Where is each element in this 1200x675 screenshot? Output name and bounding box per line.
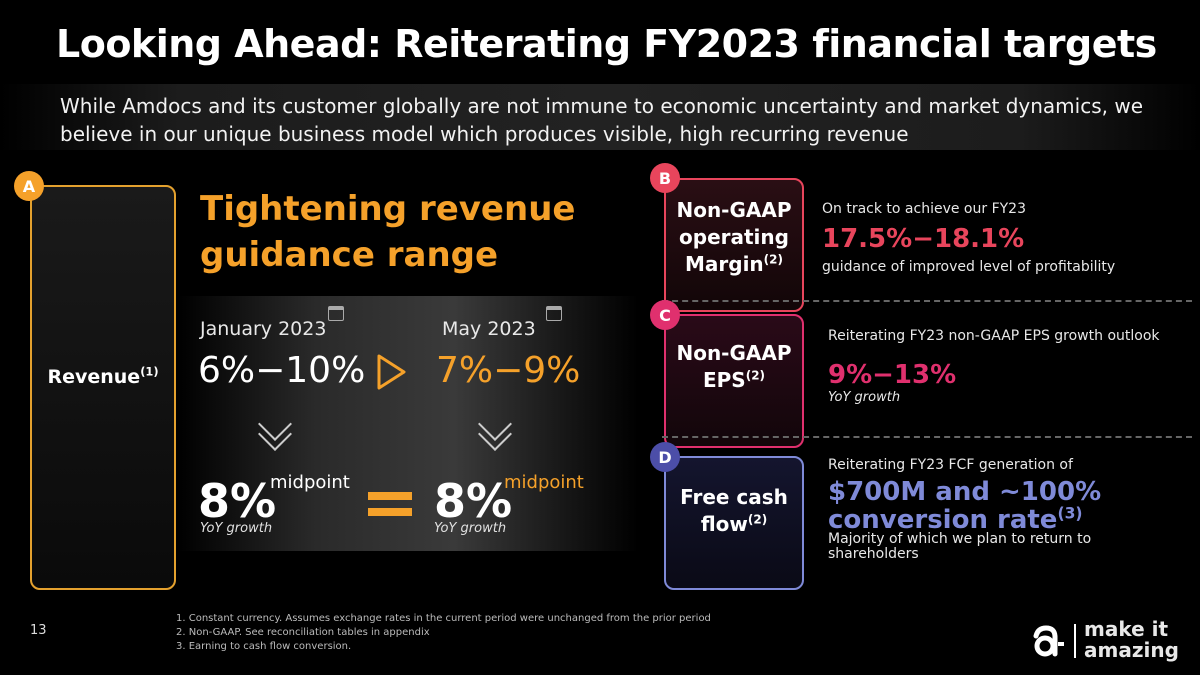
margin-description-bottom: guidance of improved level of profitabil…	[822, 259, 1116, 275]
section-badge-a: A	[14, 171, 44, 201]
footnote-2: 2. Non-GAAP. See reconciliation tables i…	[176, 627, 430, 638]
logo-divider	[1074, 624, 1076, 658]
eps-description: Reiterating FY23 non-GAAP EPS growth out…	[828, 328, 1160, 344]
equals-icon	[368, 490, 412, 520]
free-cash-flow-label: Free cash flow(2)	[680, 485, 788, 536]
amdocs-logo-icon	[1033, 625, 1064, 657]
may-range: 7%−9%	[436, 350, 581, 391]
free-cash-flow-tile	[664, 456, 804, 590]
eps-yoy-label: YoY growth	[828, 390, 901, 405]
page-subtitle: While Amdocs and its customer globally a…	[60, 94, 1144, 146]
margin-description: On track to achieve our FY23	[822, 201, 1026, 217]
midpoint-label: midpoint	[270, 472, 350, 493]
january-midpoint-value: 8%	[198, 474, 277, 528]
revenue-label: Revenue(1)	[47, 364, 159, 388]
calendar-icon	[546, 306, 562, 321]
fcf-description: Reiterating FY23 FCF generation of	[828, 457, 1073, 473]
period-may-2023: May 2023	[442, 318, 536, 340]
page-title: Looking Ahead: Reiterating FY2023 financ…	[56, 22, 1157, 66]
footnote-3: 3. Earning to cash flow conversion.	[176, 641, 352, 652]
section-badge-d: D	[650, 442, 680, 472]
footnote-1: 1. Constant currency. Assumes exchange r…	[176, 613, 711, 624]
period-january-2023: January 2023	[200, 318, 327, 340]
margin-highlight: 17.5%−18.1%	[822, 224, 1025, 254]
yoy-growth-label: YoY growth	[434, 521, 507, 536]
play-arrow-icon	[377, 354, 406, 390]
january-range: 6%−10%	[198, 350, 366, 391]
subtitle-band	[0, 84, 1200, 150]
logo-tagline: make it amazing	[1084, 617, 1179, 662]
divider	[662, 436, 1192, 438]
eps-highlight: 9%−13%	[828, 360, 957, 390]
section-badge-b: B	[650, 163, 680, 193]
calendar-icon	[328, 306, 344, 321]
operating-margin-tile	[664, 178, 804, 312]
revenue-panel	[30, 185, 176, 590]
section-badge-c: C	[650, 300, 680, 330]
midpoint-label: midpoint	[504, 472, 584, 493]
yoy-growth-label: YoY growth	[200, 521, 273, 536]
fcf-description-bottom: Majority of which we plan to return to s…	[828, 531, 1092, 562]
revenue-guidance-heading: Tightening revenue guidance range	[200, 189, 576, 275]
may-midpoint-value: 8%	[434, 474, 513, 528]
page-number: 13	[30, 623, 47, 638]
footnotes: 1. Constant currency. Assumes exchange r…	[176, 612, 711, 654]
eps-tile	[664, 314, 804, 448]
fcf-highlight: $700M and ~100% conversion rate(3)	[828, 477, 1102, 535]
eps-label: Non-GAAP EPS(2)	[676, 341, 792, 392]
operating-margin-label: Non-GAAP operating Margin(2)	[676, 198, 792, 276]
divider	[662, 300, 1192, 302]
